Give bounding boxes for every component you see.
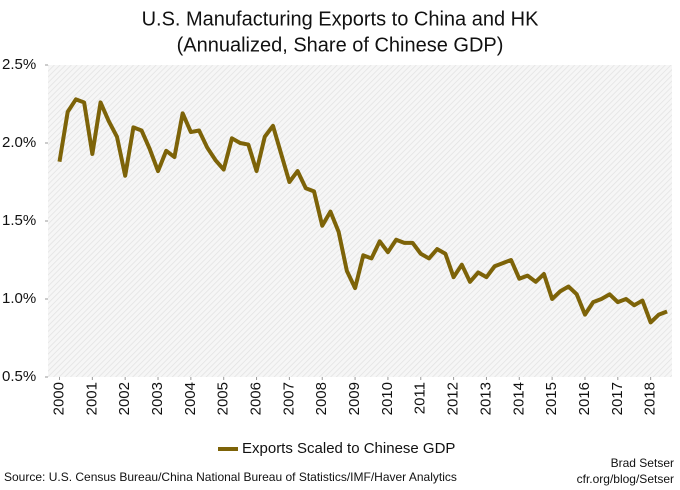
y-tick-label: 1.0% [2,290,36,307]
x-tick-label: 2010 [379,382,396,415]
y-tick-label: 1.5% [2,212,36,229]
x-tick-label: 2002 [116,382,133,415]
source-note: Source: U.S. Census Bureau/China Nationa… [4,470,457,484]
x-tick-label: 2006 [248,382,265,415]
x-tick-label: 2004 [182,382,199,415]
chart-subtitle: (Annualized, Share of Chinese GDP) [177,34,504,56]
y-tick-label: 0.5% [2,368,36,385]
x-tick-label: 2001 [83,382,100,415]
y-tick-label: 2.5% [2,56,36,73]
x-tick-label: 2014 [510,382,527,415]
x-tick-label: 2003 [149,382,166,415]
x-tick-label: 2015 [543,382,560,415]
author-url: cfr.org/blog/Setser [577,472,674,486]
author: Brad Setser [611,456,674,470]
x-tick-label: 2017 [609,382,626,415]
x-tick-label: 2018 [642,382,659,415]
x-tick-label: 2008 [313,382,330,415]
x-tick-label: 2013 [477,382,494,415]
x-tick-label: 2000 [50,382,67,415]
x-tick-label: 2011 [412,382,429,414]
x-tick-label: 2007 [280,382,297,415]
chart-title: U.S. Manufacturing Exports to China and … [142,8,540,30]
line-series [57,97,668,325]
x-tick-label: 2009 [346,382,363,415]
x-tick-label: 2005 [215,382,232,415]
x-tick-label: 2012 [445,382,462,415]
y-tick-label: 2.0% [2,134,36,151]
x-tick-label: 2016 [576,382,593,415]
legend-label: Exports Scaled to Chinese GDP [242,440,455,457]
plot-area [48,65,672,377]
